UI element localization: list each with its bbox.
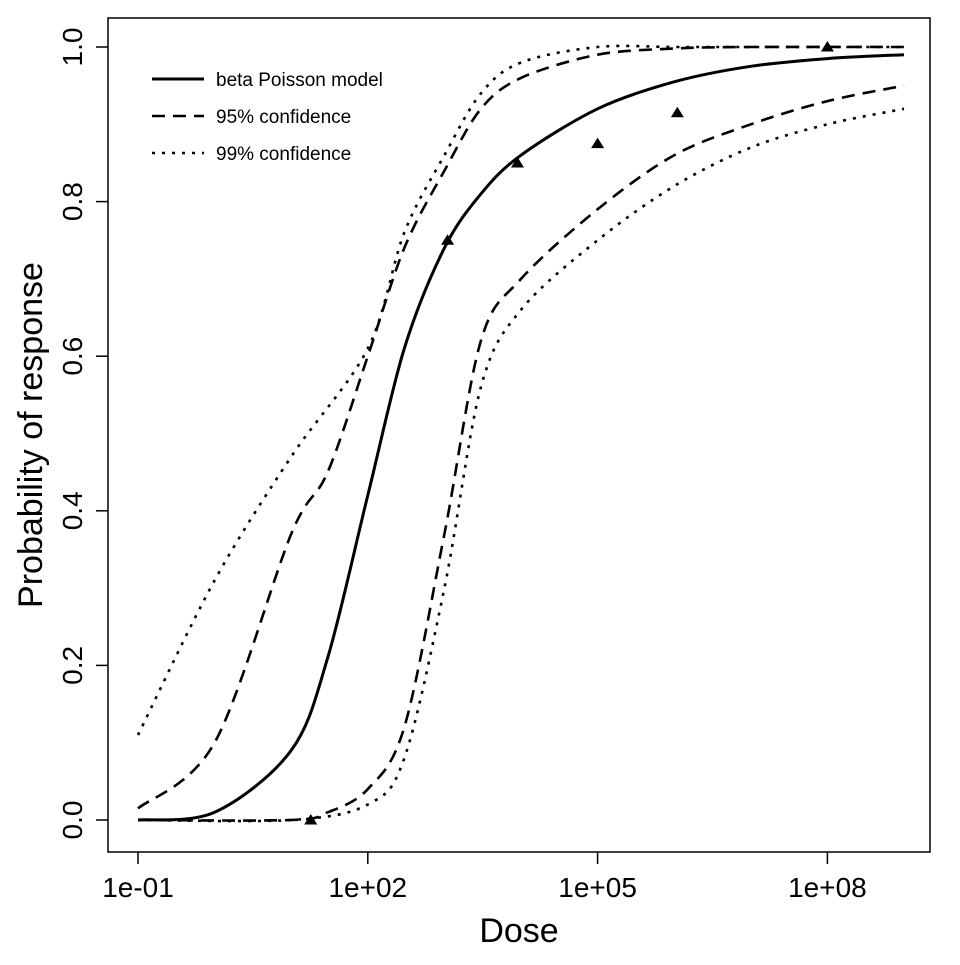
- x-tick-label: 1e+08: [788, 872, 867, 903]
- observed-point: [304, 814, 318, 825]
- observed-point: [670, 106, 684, 118]
- observed-point: [820, 41, 834, 52]
- y-tick-label: 0.6: [57, 337, 88, 376]
- y-tick-label: 0.2: [57, 646, 88, 685]
- observed-point: [591, 137, 605, 149]
- plot-frame: [107, 17, 931, 853]
- x-axis-title: Dose: [479, 912, 558, 950]
- series-line-dotted-5: [137, 107, 905, 823]
- y-tick-label: 0.4: [57, 491, 88, 530]
- series-line-dashed-3: [137, 84, 905, 822]
- observed-point: [441, 234, 455, 245]
- x-tick-label: 1e+02: [328, 872, 407, 903]
- series-line-dashed-2: [137, 45, 905, 810]
- y-axis-title: Probability of response: [12, 262, 50, 608]
- x-axis: 1e-01 1e+02 1e+05 1e+08: [102, 852, 867, 903]
- observed-points: [304, 41, 834, 825]
- y-tick-label: 0.8: [57, 182, 88, 221]
- y-tick-label: 1.0: [57, 28, 88, 67]
- legend-label: beta Poisson model: [216, 70, 383, 91]
- y-tick-label: 0.0: [57, 801, 88, 840]
- curves-layer: [136, 44, 905, 823]
- series-line-solid-1: [137, 53, 905, 822]
- legend-label: 95% confidence: [216, 107, 351, 128]
- legend-label: 99% confidence: [216, 144, 351, 165]
- legend: beta Poisson model 95% confidence 99% conf…: [152, 70, 383, 165]
- y-axis: 0.0 0.2 0.4 0.6 0.8 1.0: [57, 28, 108, 840]
- x-tick-label: 1e-01: [102, 872, 174, 903]
- series-line-dotted-4: [136, 44, 904, 736]
- x-tick-label: 1e+05: [558, 872, 637, 903]
- observed-point: [510, 156, 524, 168]
